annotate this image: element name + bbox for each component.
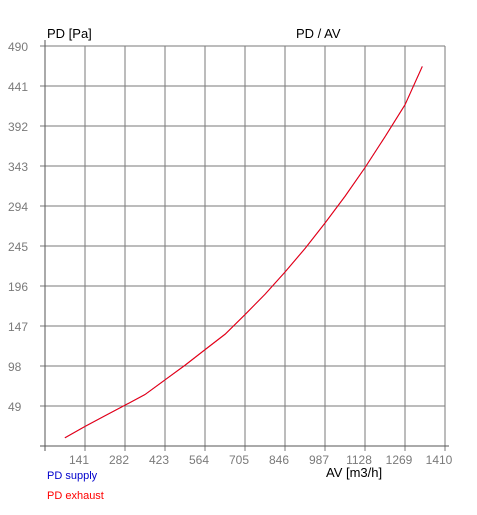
series-point-exhaust: [124, 405, 125, 406]
y-tick-label: 196: [8, 280, 28, 294]
x-tick-label: 141: [69, 453, 89, 467]
series-point-exhaust: [305, 248, 306, 249]
series-point-exhaust: [64, 437, 65, 438]
x-tick-label: 564: [189, 453, 209, 467]
y-tick-label: 343: [8, 160, 28, 174]
y-tick-label: 49: [8, 400, 22, 414]
y-tick-label: 490: [8, 40, 28, 54]
series-point-exhaust: [84, 426, 85, 427]
chart-title: PD / AV: [296, 26, 341, 41]
y-axis-title: PD [Pa]: [47, 26, 92, 41]
y-tick-label: 245: [8, 240, 28, 254]
series-point-exhaust: [422, 66, 423, 67]
x-tick-label: 282: [109, 453, 129, 467]
y-tick-label: 147: [8, 320, 28, 334]
x-tick-label: 1410: [426, 453, 453, 467]
axes: [40, 40, 449, 451]
x-tick-label: 987: [309, 453, 329, 467]
series-point-exhaust: [104, 415, 105, 416]
series-point-exhaust: [144, 394, 145, 395]
series-point-exhaust: [185, 365, 186, 366]
series-point-exhaust: [324, 223, 325, 224]
series-point-exhaust: [404, 104, 405, 105]
legend-item-supply: PD supply: [47, 470, 98, 482]
series-point-exhaust: [204, 349, 205, 350]
grid: [45, 45, 446, 446]
series-line-exhaust: [64, 66, 423, 439]
y-tick-label: 98: [8, 360, 22, 374]
series-point-exhaust: [225, 334, 226, 335]
series-point-exhaust: [265, 294, 266, 295]
x-tick-label: 846: [269, 453, 289, 467]
x-axis-title: AV [m3/h]: [326, 465, 382, 480]
series-point-exhaust: [364, 167, 365, 168]
tick-labels: 141 282 423 564 705 846 987 1128 1269 1410 49 98 147…: [8, 40, 453, 467]
y-tick-label: 392: [8, 120, 28, 134]
series-point-exhaust: [345, 196, 346, 197]
series-lines: [64, 66, 423, 439]
y-tick-label: 441: [8, 80, 28, 94]
series-point-exhaust: [164, 379, 165, 380]
x-tick-label: 423: [149, 453, 169, 467]
series-point-exhaust: [385, 136, 386, 137]
series-point-exhaust: [244, 314, 245, 315]
x-tick-label: 705: [229, 453, 249, 467]
series-line-supply: [64, 66, 423, 439]
x-tick-label: 1128: [346, 453, 372, 467]
y-tick-label: 294: [8, 200, 28, 214]
x-tick-label: 1269: [386, 453, 413, 467]
series-point-exhaust: [284, 272, 285, 273]
legend-item-exhaust: PD exhaust: [47, 490, 104, 502]
